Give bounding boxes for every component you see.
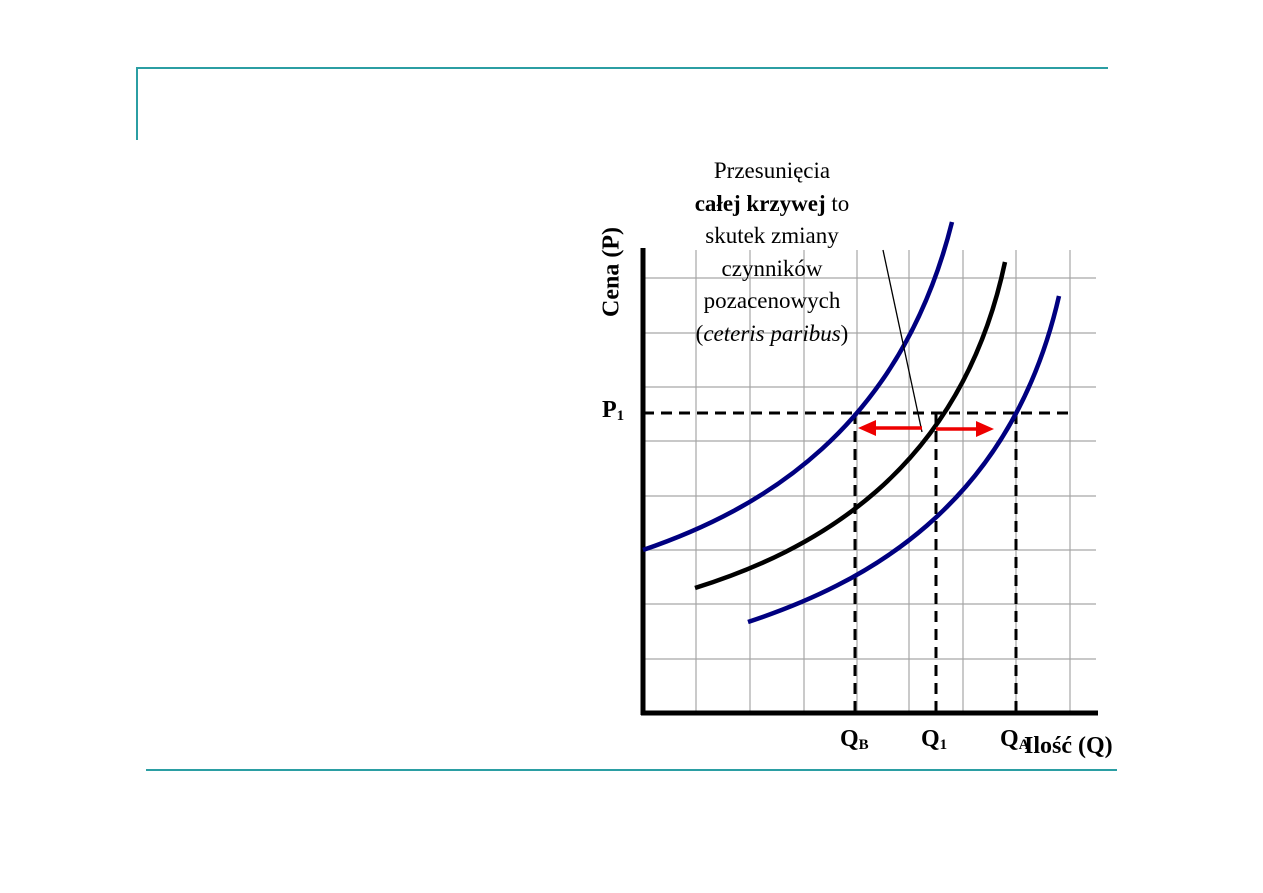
annotation-bold-phrase: całej krzywej — [694, 190, 826, 216]
label-p1-main: P — [602, 397, 617, 423]
shift-annotation: Przesunięcia całej krzywej to skutek zmi… — [662, 155, 882, 350]
x-axis-label: Ilość (Q) — [1024, 733, 1113, 759]
label-p1-sub: 1 — [616, 408, 625, 424]
annotation-line-4: czynników — [721, 255, 823, 281]
annotation-line-6: (ceteris paribus) — [662, 318, 882, 351]
annotation-line-1: Przesunięcia — [713, 158, 831, 183]
annotation-line-3: skutek zmiany — [705, 223, 839, 248]
curve-original — [694, 261, 1008, 591]
slide-frame-top-line — [136, 67, 1108, 69]
annotation-line-2: całej krzywej to — [662, 188, 882, 221]
label-qa: QA — [1000, 726, 1030, 754]
label-qa-sub: A — [1018, 737, 1030, 753]
label-q1: Q1 — [921, 726, 947, 754]
annotation-paren-close: ) — [840, 320, 849, 346]
annotation-pointer-line — [882, 249, 923, 433]
slide-frame-bottom-line — [146, 769, 1117, 771]
shift-arrows — [858, 420, 994, 437]
y-axis-label: Cena (P) — [598, 227, 625, 317]
label-p1: P1 — [602, 397, 624, 425]
label-qb-sub: B — [858, 737, 869, 753]
slide-frame-left-line — [136, 67, 138, 140]
curve-shifted-right — [747, 295, 1062, 625]
label-q1-main: Q — [921, 726, 940, 752]
arrow-right-head — [976, 421, 994, 437]
label-qb: QB — [840, 726, 869, 754]
curve-shifted-left — [642, 221, 955, 553]
label-q1-sub: 1 — [939, 737, 948, 753]
annotation-italic-phrase: ceteris paribus — [703, 320, 841, 346]
annotation-line-5: pozacenowych — [703, 288, 841, 313]
label-qa-main: Q — [1000, 726, 1019, 752]
annotation-line-2-rest: to — [825, 190, 850, 216]
arrow-left-head — [858, 420, 876, 436]
label-qb-main: Q — [840, 726, 859, 752]
annotation-paren-open: ( — [695, 320, 704, 346]
